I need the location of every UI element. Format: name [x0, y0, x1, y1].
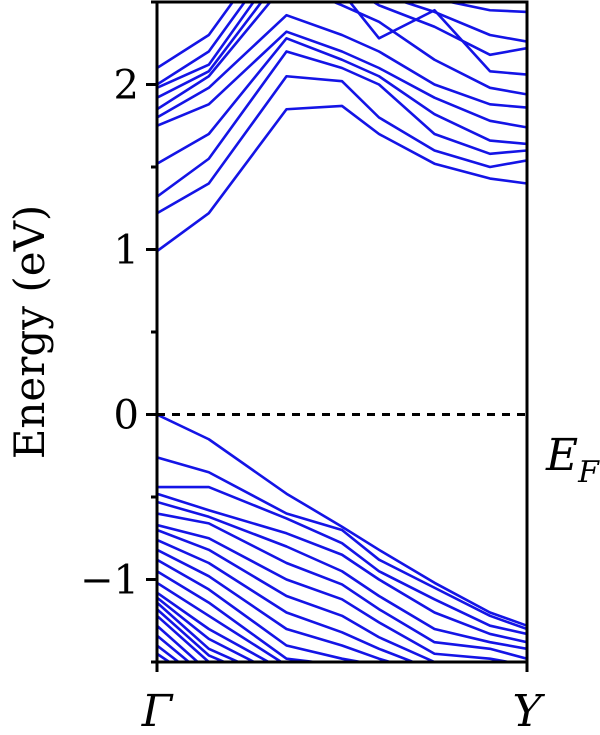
- valence-band-10: [157, 548, 395, 662]
- y-axis-ticks: −1 0 1 2: [80, 0, 157, 664]
- conduction-band-5: [157, 30, 527, 129]
- valence-band-2: [157, 456, 527, 631]
- valence-band-14: [157, 591, 272, 662]
- conduction-band-11: [157, 2, 527, 70]
- fermi-level-label: EF: [545, 430, 600, 490]
- conduction-band-8: [157, 2, 527, 99]
- conduction-band-10: [157, 2, 527, 86]
- y-axis-title: Energy (eV): [5, 205, 54, 460]
- conduction-band-6: [157, 13, 527, 119]
- conduction-band-3: [157, 50, 527, 198]
- x-tick-label: Γ: [141, 686, 174, 735]
- valence-band-12: [157, 570, 326, 662]
- y-tick-label: 1: [114, 228, 139, 274]
- fermi-level-label-main: E: [545, 430, 578, 481]
- x-tick-label: Y: [512, 686, 545, 735]
- valence-band-8: [157, 528, 457, 662]
- y-tick-label: 2: [114, 63, 139, 109]
- conduction-band-1: [157, 104, 527, 253]
- valence-band-15: [157, 596, 257, 662]
- valence-band-1: [157, 413, 527, 627]
- fermi-level-label-sub: F: [577, 455, 600, 490]
- conduction-band-7: [157, 2, 527, 111]
- valence-band-7: [157, 523, 516, 662]
- valence-band-4: [157, 492, 527, 644]
- band-lines: [157, 2, 527, 662]
- y-tick-label: −1: [80, 558, 139, 604]
- valence-band-22: [157, 652, 172, 662]
- y-tick-label: 0: [114, 393, 139, 439]
- valence-band-11: [157, 558, 368, 662]
- conduction-band-9: [157, 2, 527, 89]
- valence-band-5: [157, 500, 527, 651]
- conduction-band-4: [157, 36, 527, 165]
- valence-band-13: [157, 581, 284, 662]
- conduction-band-2: [157, 74, 527, 215]
- valence-band-6: [157, 512, 527, 660]
- valence-band-3: [157, 485, 527, 636]
- valence-band-9: [157, 538, 417, 662]
- valence-band-16: [157, 601, 242, 662]
